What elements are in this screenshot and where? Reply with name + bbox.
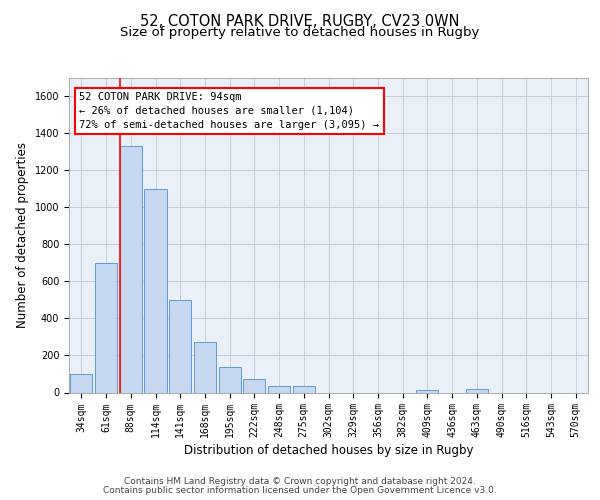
Bar xyxy=(293,386,315,392)
Bar xyxy=(70,374,92,392)
Text: 52 COTON PARK DRIVE: 94sqm
← 26% of detached houses are smaller (1,104)
72% of s: 52 COTON PARK DRIVE: 94sqm ← 26% of deta… xyxy=(79,92,379,130)
Text: Size of property relative to detached houses in Rugby: Size of property relative to detached ho… xyxy=(121,26,479,39)
Text: Contains HM Land Registry data © Crown copyright and database right 2024.: Contains HM Land Registry data © Crown c… xyxy=(124,477,476,486)
Bar xyxy=(416,390,439,392)
Bar xyxy=(268,386,290,392)
X-axis label: Distribution of detached houses by size in Rugby: Distribution of detached houses by size … xyxy=(184,444,473,458)
Bar xyxy=(119,146,142,392)
Bar xyxy=(243,379,265,392)
Bar xyxy=(145,188,167,392)
Text: 52, COTON PARK DRIVE, RUGBY, CV23 0WN: 52, COTON PARK DRIVE, RUGBY, CV23 0WN xyxy=(140,14,460,29)
Bar xyxy=(95,263,117,392)
Y-axis label: Number of detached properties: Number of detached properties xyxy=(16,142,29,328)
Bar xyxy=(466,389,488,392)
Bar xyxy=(218,368,241,392)
Bar xyxy=(169,300,191,392)
Text: Contains public sector information licensed under the Open Government Licence v3: Contains public sector information licen… xyxy=(103,486,497,495)
Bar xyxy=(194,342,216,392)
